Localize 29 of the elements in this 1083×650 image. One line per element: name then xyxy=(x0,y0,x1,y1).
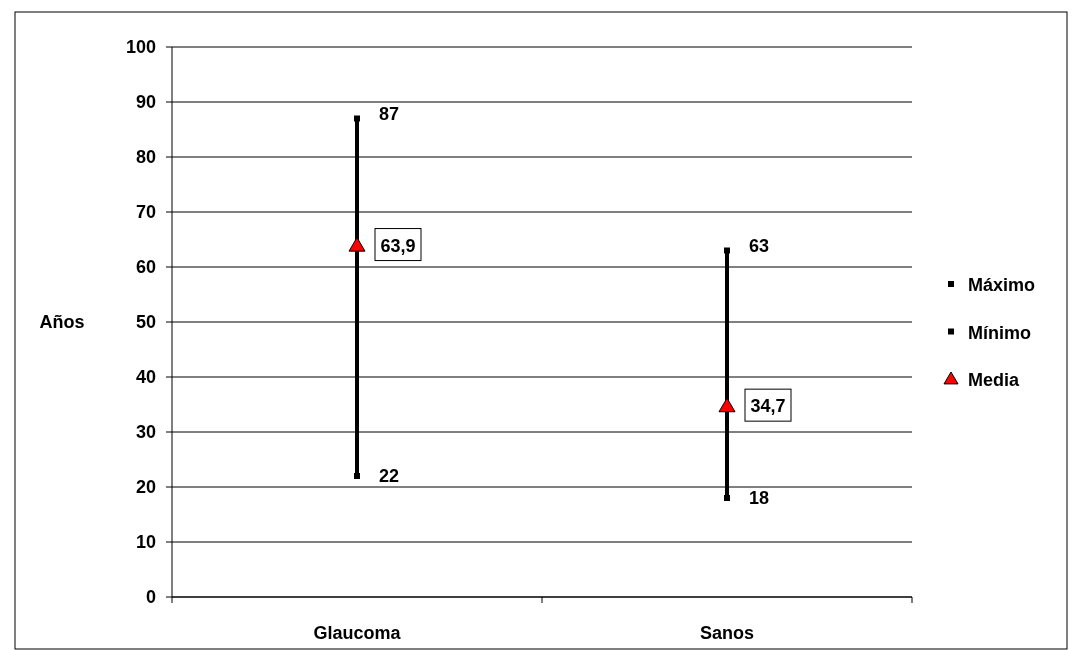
point xyxy=(718,397,736,413)
x-tick-label: Glaucoma xyxy=(313,623,402,643)
data-label: 63 xyxy=(749,235,770,256)
point xyxy=(724,247,730,254)
legend-label: Mínimo xyxy=(968,322,1031,343)
legend-label: Máximo xyxy=(968,275,1036,295)
y-axis-title: Años xyxy=(39,312,85,332)
data-label: 22 xyxy=(379,466,400,486)
y-tick-label: 80 xyxy=(135,147,156,167)
y-tick-label: 90 xyxy=(135,92,156,112)
data-label: 87 xyxy=(379,103,400,124)
y-tick-label: 50 xyxy=(135,312,156,332)
data-label: 18 xyxy=(749,488,770,508)
legend-label: Media xyxy=(968,370,1020,390)
y-tick-label: 40 xyxy=(135,367,156,387)
data-label: 63,9 xyxy=(380,235,416,256)
y-tick-label: 70 xyxy=(135,202,156,222)
y-tick-label: 10 xyxy=(135,532,156,552)
point xyxy=(348,237,366,252)
point xyxy=(724,495,730,501)
point xyxy=(354,115,360,122)
x-tick-label: Sanos xyxy=(699,623,755,643)
y-tick-label: 100 xyxy=(125,37,156,57)
point xyxy=(354,473,360,479)
y-tick-label: 0 xyxy=(145,587,156,607)
y-tick-label: 20 xyxy=(135,477,156,497)
data-label: 34,7 xyxy=(750,396,786,417)
y-tick-label: 30 xyxy=(135,422,156,442)
y-tick-label: 60 xyxy=(135,257,156,277)
